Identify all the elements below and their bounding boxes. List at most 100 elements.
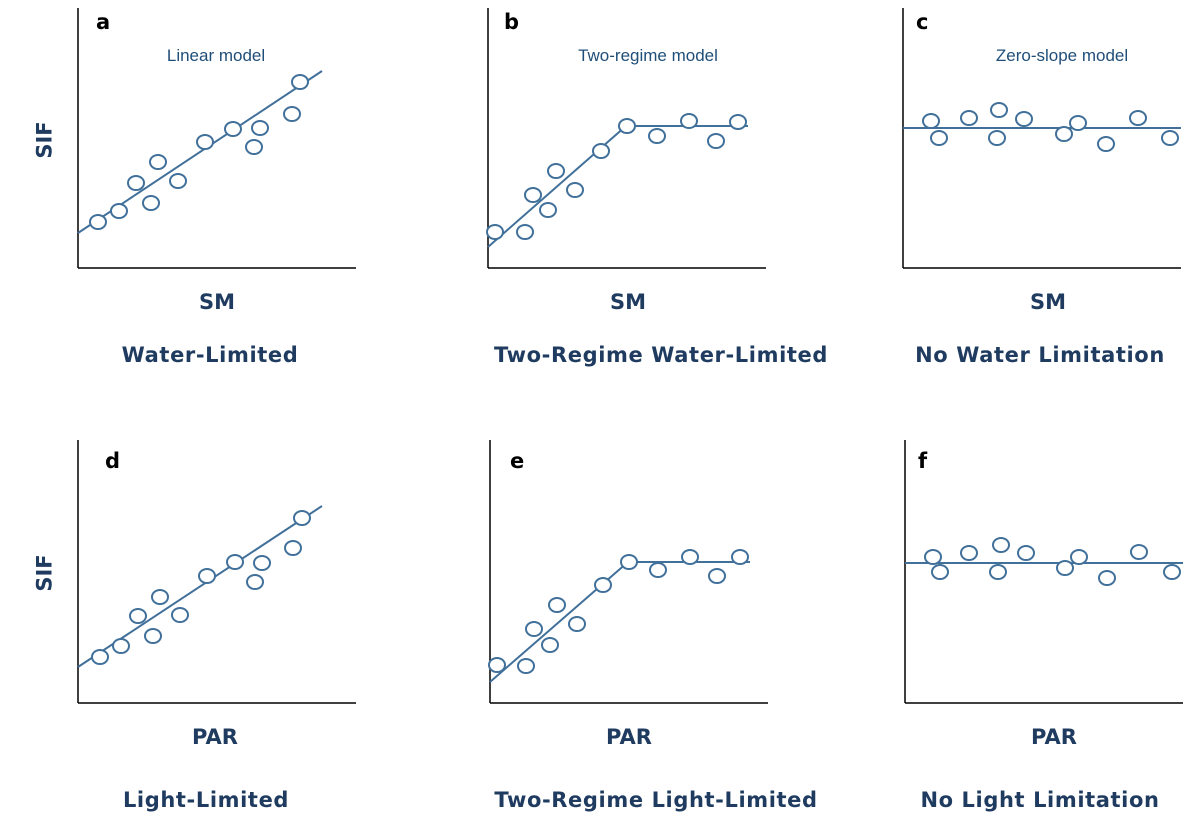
data-point (960, 110, 978, 126)
data-point (142, 195, 160, 211)
data-point (1098, 570, 1116, 586)
data-points (922, 102, 1179, 152)
panel-c: c Zero-slope model SM No Water Limitatio… (0, 0, 1193, 400)
data-point (486, 224, 504, 240)
data-point (924, 549, 942, 565)
x-axis-label: PAR (606, 725, 652, 749)
panel-e-plot (488, 440, 768, 704)
data-point (592, 143, 610, 159)
model-title: Linear model (166, 46, 266, 65)
panel-caption: Two-Regime Light-Limited (494, 788, 818, 812)
panel-a: a Linear model SM Water-Limited (0, 0, 400, 400)
panel-d: d PAR Light-Limited (0, 0, 400, 819)
data-point (992, 537, 1010, 553)
data-point (539, 202, 557, 218)
data-point (171, 607, 189, 623)
data-point (253, 555, 271, 571)
panel-caption: Two-Regime Water-Limited (494, 343, 828, 367)
data-point (990, 102, 1008, 118)
data-point (245, 139, 263, 155)
model-title: Two-regime model (578, 46, 718, 65)
data-point (1161, 130, 1179, 146)
data-point (488, 657, 506, 673)
data-point (1015, 111, 1033, 127)
panel-letter: e (510, 449, 525, 473)
panel-caption: Light-Limited (122, 788, 290, 812)
data-point (516, 224, 534, 240)
panel-b-plot (486, 8, 766, 269)
data-point (1129, 110, 1147, 126)
data-point (708, 568, 726, 584)
data-points (924, 537, 1181, 586)
data-point (129, 608, 147, 624)
data-points (89, 74, 309, 230)
data-point (196, 134, 214, 150)
data-point (127, 175, 145, 191)
data-point (246, 574, 264, 590)
model-title: Zero-slope model (995, 46, 1129, 65)
data-point (226, 554, 244, 570)
panel-d-plot (77, 440, 356, 704)
panel-b: b Two-regime model SM Two-Regime Water-L… (0, 0, 860, 400)
data-point (251, 120, 269, 136)
data-point (566, 182, 584, 198)
data-point (568, 616, 586, 632)
panel-letter: d (105, 449, 121, 473)
data-points (486, 113, 747, 240)
data-points (91, 510, 311, 665)
data-point (922, 113, 940, 129)
data-point (988, 130, 1006, 146)
data-point (149, 154, 167, 170)
panel-letter: f (918, 449, 928, 473)
data-point (707, 133, 725, 149)
data-point (525, 621, 543, 637)
data-point (960, 545, 978, 561)
data-points (488, 549, 749, 674)
data-point (649, 562, 667, 578)
data-point (931, 564, 949, 580)
data-point (548, 597, 566, 613)
panel-letter: a (96, 10, 111, 34)
data-point (169, 173, 187, 189)
panel-a-plot (77, 8, 356, 269)
data-point (89, 214, 107, 230)
data-point (524, 187, 542, 203)
data-point (1017, 545, 1035, 561)
data-point (224, 121, 242, 137)
data-point (541, 637, 559, 653)
data-point (1069, 115, 1087, 131)
x-axis-label: SM (198, 290, 236, 314)
data-point (989, 564, 1007, 580)
data-point (648, 128, 666, 144)
data-point (110, 203, 128, 219)
panel-letter: b (504, 10, 520, 34)
data-point (729, 114, 747, 130)
panel-caption: Water-Limited (121, 343, 299, 367)
x-axis-label: SM (609, 290, 647, 314)
data-point (517, 658, 535, 674)
x-axis-label: PAR (192, 725, 238, 749)
data-point (620, 554, 638, 570)
data-point (1130, 544, 1148, 560)
data-point (91, 649, 109, 665)
data-point (618, 118, 636, 134)
data-point (930, 130, 948, 146)
panel-caption: No Water Limitation (915, 343, 1165, 367)
panel-letter: c (916, 10, 929, 34)
data-point (547, 163, 565, 179)
x-axis-label: PAR (1031, 725, 1077, 749)
data-point (144, 628, 162, 644)
data-point (1056, 560, 1074, 576)
data-point (1055, 126, 1073, 142)
data-point (291, 74, 309, 90)
panel-caption: No Light Limitation (920, 788, 1160, 812)
data-point (293, 510, 311, 526)
data-point (283, 106, 301, 122)
data-point (1070, 549, 1088, 565)
data-point (151, 589, 169, 605)
data-point (284, 540, 302, 556)
data-point (680, 113, 698, 129)
data-point (198, 568, 216, 584)
